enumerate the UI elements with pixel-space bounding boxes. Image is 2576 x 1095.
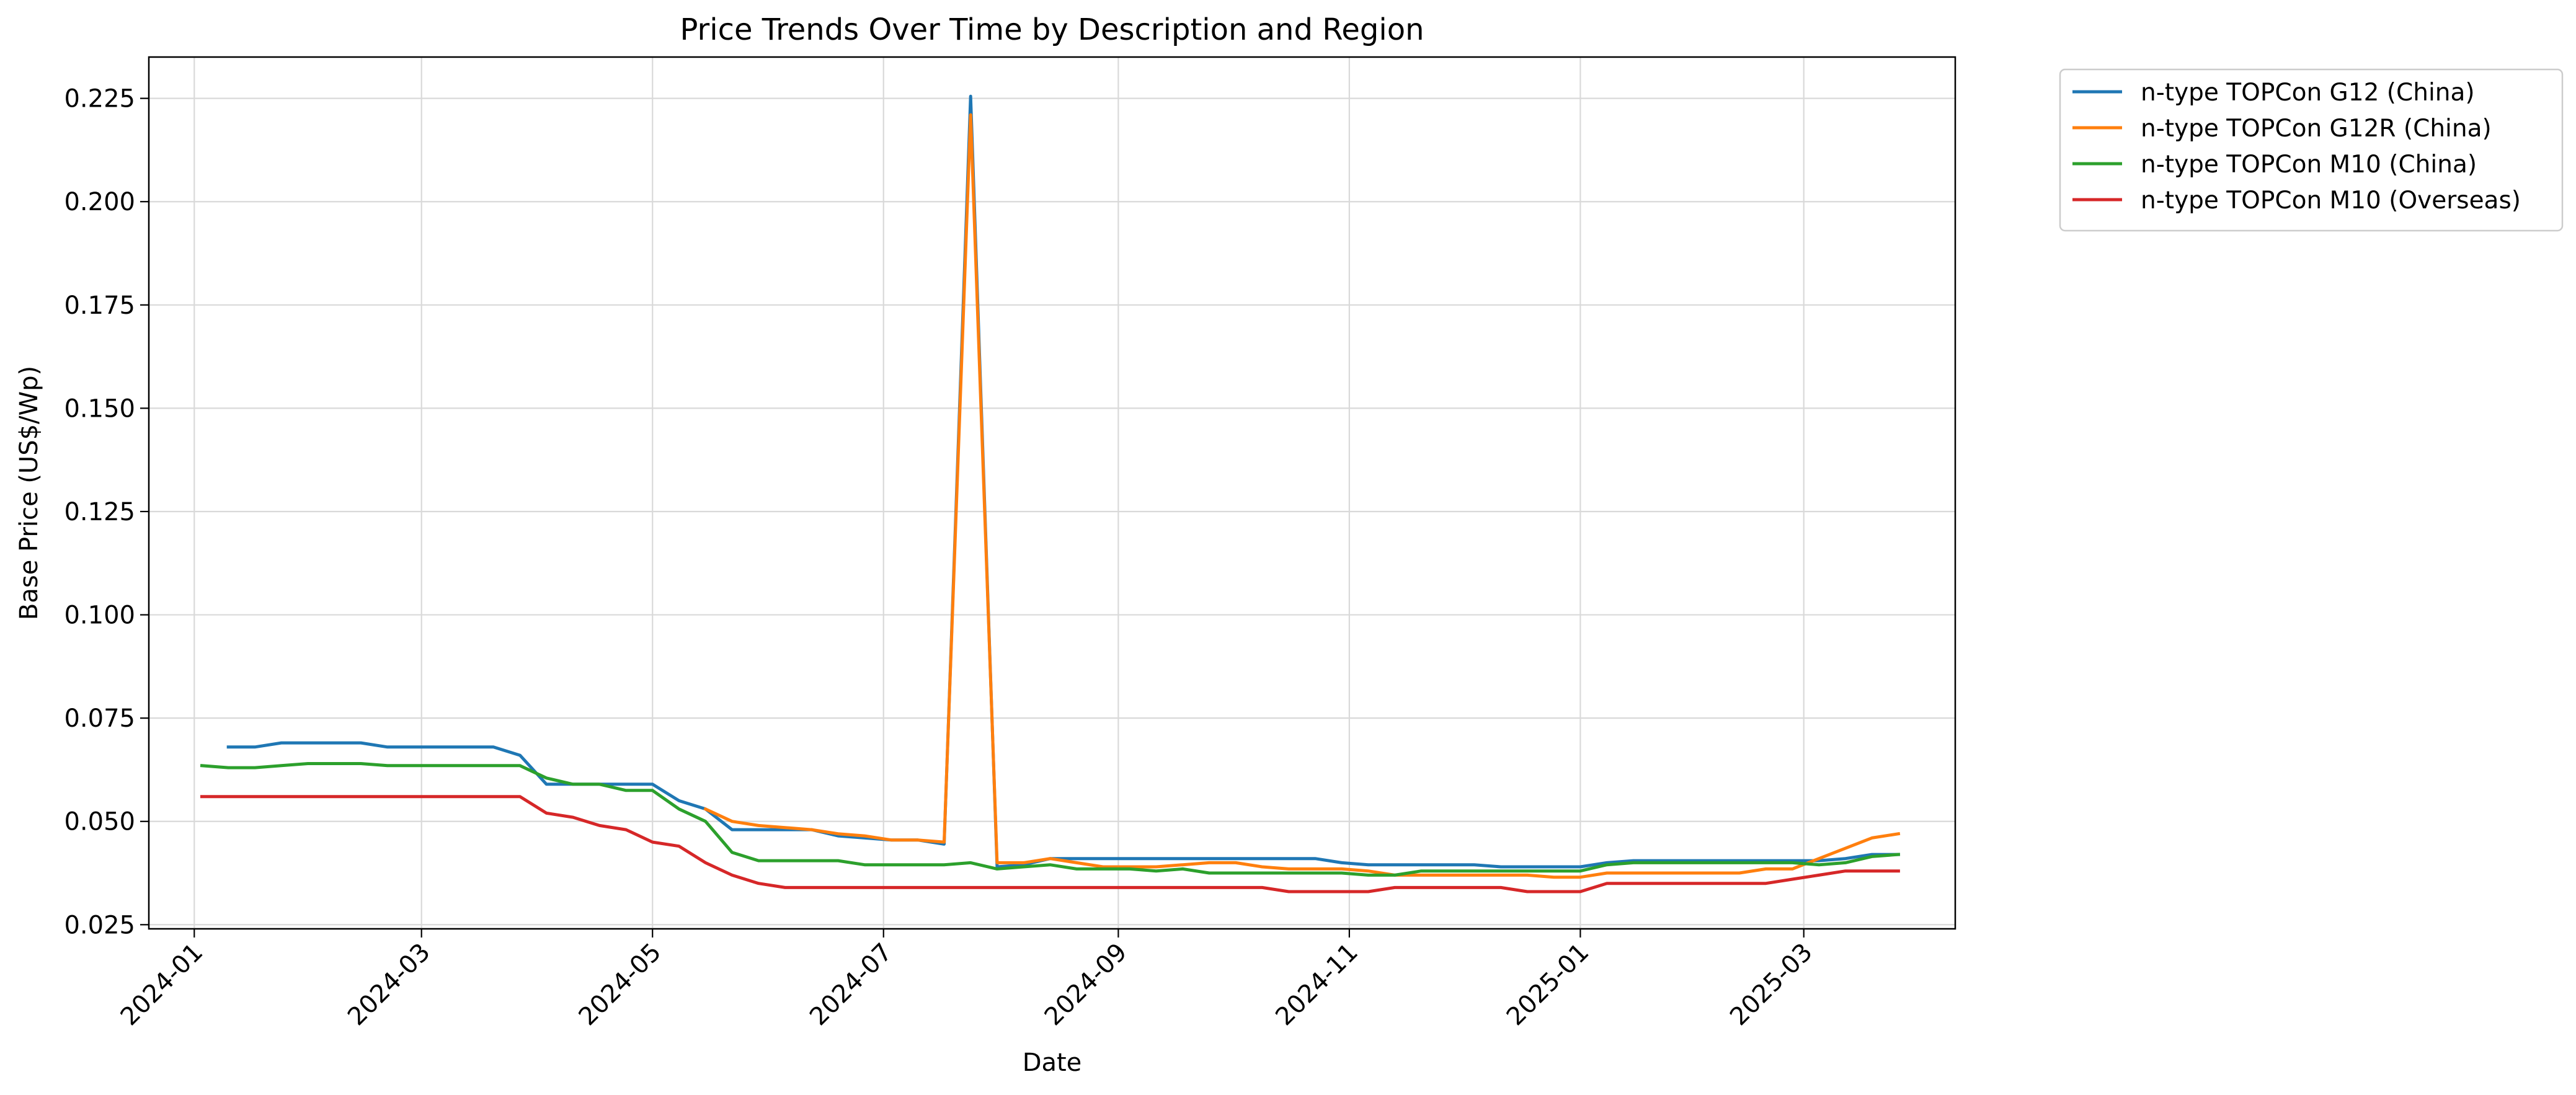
- series-lines: [200, 94, 1901, 893]
- grid-lines: [149, 57, 1955, 929]
- x-tick-label: 2024-07: [804, 938, 898, 1032]
- y-tick-label: 0.200: [64, 188, 135, 216]
- y-axis: 0.025 0.050 0.075 0.100 0.125 0.150 0.175 0.200…: [64, 85, 149, 939]
- y-tick-label: 0.100: [64, 601, 135, 630]
- y-tick-label: 0.225: [64, 85, 135, 113]
- chart-title: Price Trends Over Time by Description an…: [680, 12, 1424, 47]
- plot-area-frame: [148, 56, 1956, 930]
- x-axis-label: Date: [1023, 1048, 1082, 1077]
- legend-label: n-type TOPCon M10 (Overseas): [2141, 187, 2521, 215]
- x-tick-label: 2024-01: [115, 938, 209, 1032]
- x-tick-label: 2025-01: [1501, 938, 1595, 1032]
- y-tick-label: 0.050: [64, 808, 135, 836]
- y-tick-label: 0.150: [64, 394, 135, 423]
- legend-label: n-type TOPCon M10 (China): [2141, 151, 2477, 179]
- y-axis-label: Base Price (US$/Wp): [15, 366, 43, 620]
- legend-label: n-type TOPCon G12 (China): [2141, 79, 2475, 107]
- x-tick-label: 2025-03: [1725, 938, 1818, 1032]
- series-line-3: [200, 762, 1901, 877]
- series-line-2: [703, 113, 1901, 879]
- x-tick-label: 2024-05: [574, 938, 667, 1032]
- series-line-1: [226, 94, 1900, 869]
- y-tick-label: 0.075: [64, 704, 135, 733]
- x-axis: 2024-01 2024-03 2024-05 2024-07 2024-09 2024-…: [115, 929, 1818, 1031]
- series-line-4: [200, 795, 1900, 893]
- x-tick-label: 2024-03: [342, 938, 436, 1032]
- legend-box: [2059, 68, 2564, 232]
- x-tick-label: 2024-09: [1039, 938, 1133, 1032]
- legend: n-type TOPCon G12 (China) n-type TOPCon G…: [2059, 68, 2564, 232]
- legend-label: n-type TOPCon G12R (China): [2141, 115, 2492, 143]
- y-tick-label: 0.125: [64, 498, 135, 526]
- y-tick-label: 0.025: [64, 911, 135, 939]
- y-tick-label: 0.175: [64, 291, 135, 320]
- x-tick-label: 2024-11: [1270, 938, 1364, 1032]
